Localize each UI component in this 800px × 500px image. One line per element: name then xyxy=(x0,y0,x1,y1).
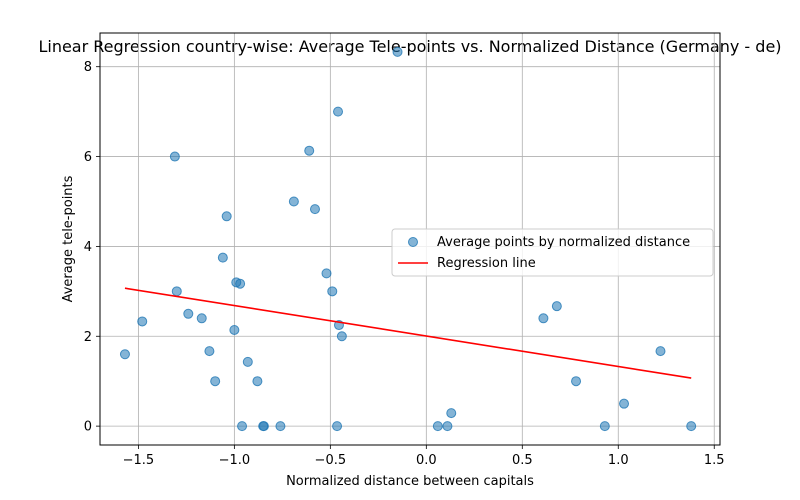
data-point xyxy=(309,204,320,215)
data-point xyxy=(235,278,246,289)
legend-label-scatter: Average points by normalized distance xyxy=(437,235,690,250)
x-tick-label: 1.5 xyxy=(704,453,725,468)
data-point xyxy=(252,376,263,387)
x-tick-label: −1.5 xyxy=(123,453,155,468)
data-point xyxy=(321,268,332,279)
data-point xyxy=(221,211,232,222)
legend-scatter-marker xyxy=(408,237,418,247)
x-tick-label: −0.5 xyxy=(315,453,347,468)
legend: Average points by normalized distance Re… xyxy=(391,228,714,277)
data-point xyxy=(210,376,221,387)
data-point xyxy=(119,349,130,360)
data-point xyxy=(217,252,228,263)
legend-box xyxy=(391,228,714,277)
data-point xyxy=(655,346,666,357)
y-tick-label: 4 xyxy=(84,240,92,255)
data-point xyxy=(258,421,269,432)
data-point xyxy=(183,308,194,319)
chart-title: Linear Regression country-wise: Average … xyxy=(38,37,781,56)
y-tick-label: 8 xyxy=(84,60,92,75)
data-point xyxy=(304,145,315,156)
data-point xyxy=(686,421,697,432)
data-point xyxy=(392,46,403,57)
data-point xyxy=(137,316,148,327)
data-point xyxy=(599,421,610,432)
data-point xyxy=(551,301,562,312)
data-point xyxy=(204,346,215,357)
data-point xyxy=(333,106,344,117)
data-point xyxy=(171,286,182,297)
scatter-series xyxy=(119,46,697,432)
data-point xyxy=(332,421,343,432)
x-tick-label: 1.0 xyxy=(608,453,629,468)
data-point xyxy=(275,421,286,432)
x-tick-label: 0.5 xyxy=(512,453,533,468)
data-point xyxy=(432,421,443,432)
legend-label-line: Regression line xyxy=(437,256,536,271)
plot-frame xyxy=(99,32,721,446)
regression-series xyxy=(124,287,692,379)
x-axis-label: Normalized distance between capitals xyxy=(286,474,534,489)
x-tick-label: −1.0 xyxy=(219,453,251,468)
data-point xyxy=(619,398,630,409)
regression-line xyxy=(124,287,692,379)
y-axis-label: Average tele-points xyxy=(61,175,76,302)
data-point xyxy=(237,421,248,432)
data-point xyxy=(442,421,453,432)
data-point xyxy=(196,313,207,324)
y-tick-label: 2 xyxy=(84,330,92,345)
data-point xyxy=(288,196,299,207)
data-point xyxy=(242,356,253,367)
y-axis-ticks: 0 2 4 6 8 xyxy=(84,60,100,435)
data-point xyxy=(446,408,457,419)
data-point xyxy=(538,313,549,324)
y-tick-label: 6 xyxy=(84,150,92,165)
data-point xyxy=(229,324,240,335)
data-point xyxy=(169,151,180,162)
x-axis-ticks: −1.5 −1.0 −0.5 0.0 0.5 1.0 1.5 xyxy=(123,445,725,468)
data-point xyxy=(336,331,347,342)
data-point xyxy=(327,286,338,297)
x-tick-label: 0.0 xyxy=(416,453,437,468)
y-tick-label: 0 xyxy=(84,420,92,435)
data-point xyxy=(571,376,582,387)
